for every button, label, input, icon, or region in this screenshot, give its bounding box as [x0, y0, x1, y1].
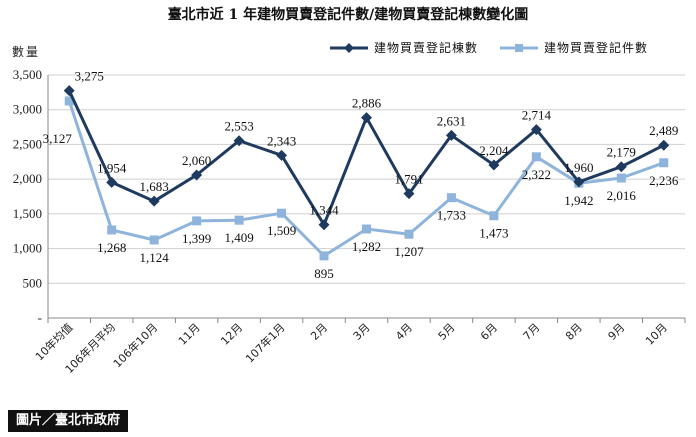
data-point-diamond — [403, 188, 415, 200]
legend-marker-square — [515, 44, 523, 52]
data-label: 895 — [314, 266, 334, 281]
data-label: 3,127 — [43, 131, 73, 146]
data-label: 1,124 — [140, 250, 170, 265]
data-label: 2,060 — [182, 153, 211, 168]
legend-marker-diamond — [344, 43, 354, 53]
data-point-square — [64, 96, 74, 106]
x-tick-label: 107年1月 — [242, 320, 287, 365]
data-label: 2,343 — [267, 133, 296, 148]
data-point-diamond — [658, 139, 670, 151]
data-label: 1,399 — [182, 231, 211, 246]
gridlines — [48, 74, 685, 284]
legend-label: 建物買賣登記件數 — [544, 40, 648, 55]
legend-label: 建物買賣登記棟數 — [374, 40, 478, 55]
y-tick-label: 3,500 — [13, 67, 42, 82]
data-point-diamond — [615, 161, 627, 173]
x-tick-label: 10月 — [643, 321, 670, 348]
data-point-diamond — [445, 129, 457, 141]
data-point-square — [531, 152, 541, 162]
data-label: 2,631 — [437, 113, 466, 128]
data-label: 1,954 — [97, 160, 127, 175]
data-label: 2,553 — [224, 119, 253, 134]
x-tick-label: 106年10月 — [110, 320, 160, 370]
data-label: 1,207 — [394, 244, 424, 259]
data-point-diamond — [488, 159, 500, 171]
x-tick-label: 11月 — [176, 321, 203, 348]
data-label: 1,268 — [97, 240, 126, 255]
data-point-square — [489, 211, 499, 221]
data-point-diamond — [318, 219, 330, 231]
data-label: 1,409 — [224, 230, 253, 245]
y-tick-label: 2,000 — [13, 171, 42, 186]
data-label: 2,489 — [649, 123, 678, 138]
data-point-square — [192, 216, 202, 226]
x-tick-label: 3月 — [351, 321, 373, 343]
data-point-diamond — [106, 176, 118, 188]
legend: 建物買賣登記棟數 建物買賣登記件數 — [330, 40, 648, 55]
data-label: 2,714 — [522, 108, 552, 123]
data-point-square — [362, 224, 371, 234]
data-point-square — [277, 208, 287, 218]
data-labels: 3,275 1,954 1,683 2,060 2,553 2,343 1,344 2,886… — [43, 69, 679, 281]
data-label: 2,322 — [522, 167, 551, 182]
data-point-diamond — [530, 124, 542, 136]
y-tick-label: 3,000 — [13, 102, 42, 117]
data-point-square — [659, 158, 669, 168]
data-label: 1,282 — [352, 239, 381, 254]
y-tick-label: 1,500 — [13, 206, 42, 221]
data-point-square — [404, 229, 414, 239]
y-tick-label: 500 — [23, 275, 43, 290]
data-label: 1,942 — [564, 193, 593, 208]
y-tick-label: - — [38, 310, 42, 325]
data-label: 1,791 — [394, 172, 423, 187]
data-point-diamond — [573, 176, 585, 188]
data-label: 1,473 — [479, 226, 508, 241]
data-label: 1,960 — [564, 160, 593, 175]
data-point-diamond — [233, 135, 245, 147]
data-label: 1,509 — [267, 223, 296, 238]
data-point-square — [446, 193, 456, 203]
x-tick-label: 8月 — [563, 321, 585, 343]
x-tick-label: 6月 — [478, 321, 500, 343]
series-layer — [63, 85, 670, 261]
x-tick-label: 10年均值 — [32, 320, 75, 363]
data-label: 2,016 — [607, 188, 637, 203]
data-label: 2,204 — [479, 143, 509, 158]
y-axis-label: 數量 — [12, 45, 40, 59]
data-point-square — [616, 173, 626, 183]
y-tick-label: 2,500 — [13, 136, 42, 151]
x-tick-label: 4月 — [393, 321, 415, 343]
data-point-square — [107, 225, 117, 235]
data-label: 1,683 — [140, 179, 169, 194]
data-point-diamond — [63, 85, 75, 97]
data-label: 1,344 — [309, 203, 339, 218]
x-tick-label: 12月 — [218, 321, 245, 348]
x-tick-label: 9月 — [606, 321, 628, 343]
data-label: 2,179 — [607, 145, 636, 160]
data-label: 2,236 — [649, 173, 679, 188]
y-tick-labels: - 500 1,000 1,500 2,000 2,500 3,000 3,500 — [13, 67, 42, 325]
data-point-square — [319, 251, 329, 261]
chart-title: 臺北市近 1 年建物買賣登記件數/建物買賣登記棟數變化圖 — [168, 6, 529, 23]
data-label: 2,886 — [352, 96, 382, 111]
data-label: 1,733 — [437, 208, 466, 223]
data-point-square — [149, 235, 159, 245]
data-point-diamond — [276, 149, 288, 161]
data-point-diamond — [191, 169, 203, 181]
x-tick-label: 2月 — [308, 321, 330, 343]
image-credit: 圖片／臺北市政府 — [8, 410, 129, 432]
axes — [47, 75, 686, 323]
data-point-square — [234, 215, 244, 225]
x-tick-label: 5月 — [436, 321, 458, 343]
data-point-diamond — [361, 112, 372, 124]
data-label: 3,275 — [75, 69, 104, 84]
data-point-diamond — [148, 195, 160, 207]
y-tick-label: 1,000 — [13, 241, 42, 256]
x-tick-label: 7月 — [521, 321, 543, 343]
